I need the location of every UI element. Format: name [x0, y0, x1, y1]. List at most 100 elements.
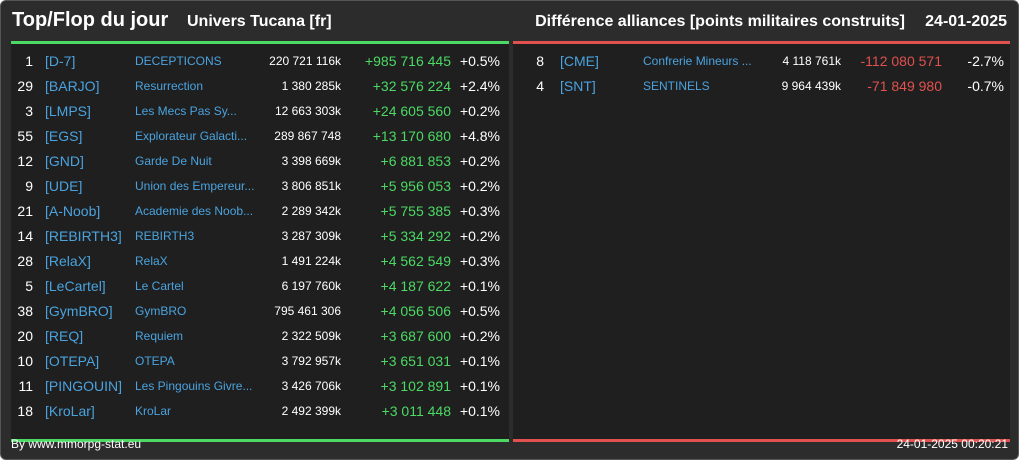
alliance-tag[interactable]: [D-7]	[45, 53, 76, 69]
alliance-name[interactable]: RelaX	[135, 254, 168, 268]
alliance-tag[interactable]: [CME]	[560, 53, 599, 69]
alliance-tag[interactable]: [SNT]	[560, 78, 596, 94]
alliance-name[interactable]: GymBRO	[135, 304, 187, 318]
alliance-diff: +24 605 560	[372, 103, 451, 119]
alliance-percent: +0.2%	[459, 103, 500, 119]
alliance-percent: +0.2%	[459, 178, 500, 194]
alliance-tag[interactable]: [BARJO]	[45, 78, 100, 94]
alliance-percent: +2.4%	[459, 78, 500, 94]
alliance-rank: 21	[17, 203, 33, 219]
alliance-name[interactable]: DECEPTICONS	[135, 54, 222, 68]
alliance-points: 4 118 761k	[782, 54, 842, 68]
alliance-row: 14 [REBIRTH3] REBIRTH3 3 287 309k +5 334 292…	[11, 224, 509, 249]
alliance-points: 3 426 706k	[281, 379, 341, 393]
alliance-name[interactable]: SENTINELS	[643, 79, 710, 93]
alliance-rank: 55	[17, 128, 33, 144]
alliance-name[interactable]: OTEPA	[135, 354, 175, 368]
alliance-diff: -71 849 980	[867, 78, 942, 94]
alliance-tag[interactable]: [PINGOUIN]	[45, 378, 123, 394]
alliance-row: 10 [OTEPA] OTEPA 3 792 957k +3 651 031 +0.1%	[11, 349, 509, 374]
alliance-percent: -2.7%	[967, 53, 1004, 69]
alliance-name[interactable]: Resurrection	[135, 79, 204, 93]
alliance-rank: 8	[536, 53, 544, 69]
alliance-tag[interactable]: [UDE]	[45, 178, 83, 194]
alliance-points: 1 491 224k	[281, 254, 341, 268]
alliance-tag[interactable]: [A-Noob]	[45, 203, 101, 219]
alliance-tag[interactable]: [LeCartel]	[45, 278, 106, 294]
alliance-diff: +4 187 622	[380, 278, 451, 294]
footer-timestamp: 24-01-2025 00:20:21	[896, 437, 1008, 451]
alliance-rank: 29	[17, 78, 33, 94]
alliance-row: 4 [SNT] SENTINELS 9 964 439k -71 849 980 -0.7…	[513, 74, 1010, 99]
alliance-tag[interactable]: [GND]	[45, 153, 84, 169]
alliance-points: 3 398 669k	[281, 154, 341, 168]
alliance-points: 6 197 760k	[281, 279, 341, 293]
alliance-tag[interactable]: [OTEPA]	[45, 353, 100, 369]
alliance-tag[interactable]: [EGS]	[45, 128, 83, 144]
alliance-tag[interactable]: [KroLar]	[45, 403, 95, 419]
alliance-diff: +6 881 853	[380, 153, 451, 169]
alliance-tag[interactable]: [REBIRTH3]	[45, 228, 122, 244]
alliance-row: 1 [D-7] DECEPTICONS 220 721 116k +985 716 44…	[11, 49, 509, 74]
alliance-name[interactable]: Academie des Noob...	[135, 204, 254, 218]
alliance-percent: +0.5%	[459, 303, 500, 319]
alliance-row: 28 [RelaX] RelaX 1 491 224k +4 562 549 +0.3%	[11, 249, 509, 274]
alliance-tag[interactable]: [REQ]	[45, 328, 84, 344]
alliance-percent: +0.2%	[459, 228, 500, 244]
top-alliances-panel: 1 [D-7] DECEPTICONS 220 721 116k +985 716 44…	[11, 41, 509, 442]
alliance-name[interactable]: Le Cartel	[135, 279, 184, 293]
alliance-row: 11 [PINGOUIN] Les Pingouins Givre... 3 426 …	[11, 374, 509, 399]
alliance-diff: -112 080 571	[860, 53, 942, 69]
alliance-points: 289 867 748	[274, 129, 341, 143]
alliance-diff: +32 576 224	[372, 78, 451, 94]
alliance-tag[interactable]: [LMPS]	[45, 103, 91, 119]
alliance-rank: 1	[25, 53, 33, 69]
alliance-rank: 11	[18, 378, 33, 394]
alliance-diff: +985 716 445	[364, 53, 451, 69]
alliance-percent: +0.1%	[459, 403, 500, 419]
alliance-name[interactable]: Les Pingouins Givre...	[135, 379, 253, 393]
alliance-points: 3 792 957k	[281, 354, 341, 368]
alliance-percent: +0.2%	[459, 328, 500, 344]
alliance-rank: 28	[17, 253, 33, 269]
alliance-row: 12 [GND] Garde De Nuit 3 398 669k +6 881 853…	[11, 149, 509, 174]
alliance-points: 2 322 509k	[281, 329, 341, 343]
alliance-name[interactable]: Confrerie Mineurs ...	[643, 54, 752, 68]
alliance-diff: +3 011 448	[381, 403, 451, 419]
alliance-tag[interactable]: [RelaX]	[45, 253, 91, 269]
alliance-name[interactable]: Les Mecs Pas Sy...	[135, 104, 237, 118]
alliance-diff: +3 687 600	[380, 328, 451, 344]
alliance-row: 55 [EGS] Explorateur Galacti... 289 867 748…	[11, 124, 509, 149]
alliance-name[interactable]: Garde De Nuit	[135, 154, 212, 168]
alliance-name[interactable]: REBIRTH3	[135, 229, 195, 243]
alliance-tag[interactable]: [GymBRO]	[45, 303, 113, 319]
alliance-row: 18 [KroLar] KroLar 2 492 399k +3 011 448 +0.1…	[11, 399, 509, 424]
alliance-percent: -0.7%	[967, 78, 1004, 94]
alliance-rank: 3	[25, 103, 33, 119]
alliance-diff: +4 562 549	[380, 253, 451, 269]
alliance-rank: 5	[25, 278, 33, 294]
alliance-points: 9 964 439k	[781, 79, 841, 93]
alliance-diff: +5 334 292	[380, 228, 451, 244]
alliance-diff: +5 956 053	[380, 178, 451, 194]
alliance-name[interactable]: KroLar	[135, 404, 172, 418]
alliance-percent: +0.3%	[459, 253, 500, 269]
footer-credit[interactable]: By www.mmorpg-stat.eu	[11, 437, 142, 451]
universe-label: Univers Tucana [fr]	[187, 13, 332, 30]
alliance-points: 12 663 303k	[274, 104, 341, 118]
alliance-diff: +5 755 385	[380, 203, 451, 219]
alliance-name[interactable]: Requiem	[135, 329, 184, 343]
alliance-row: 9 [UDE] Union des Empereur... 3 806 851k +5 …	[11, 174, 509, 199]
alliance-diff: +4 056 506	[380, 303, 451, 319]
alliance-row: 38 [GymBRO] GymBRO 795 461 306 +4 056 506 +0.…	[11, 299, 509, 324]
alliance-name[interactable]: Explorateur Galacti...	[135, 129, 248, 143]
alliance-name[interactable]: Union des Empereur...	[135, 179, 255, 193]
alliance-percent: +0.3%	[459, 203, 500, 219]
alliance-row: 21 [A-Noob] Academie des Noob... 2 289 342k…	[11, 199, 509, 224]
alliance-row: 3 [LMPS] Les Mecs Pas Sy... 12 663 303k +24 …	[11, 99, 509, 124]
alliance-points: 3 287 309k	[281, 229, 341, 243]
header-date: 24-01-2025	[925, 13, 1007, 30]
alliance-points: 795 461 306	[274, 304, 341, 318]
alliance-points: 220 721 116k	[269, 54, 341, 68]
